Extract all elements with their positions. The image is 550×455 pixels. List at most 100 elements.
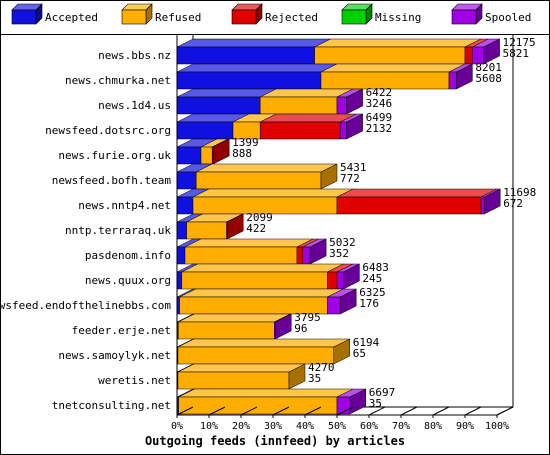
value-label-refused: 422	[246, 222, 266, 235]
legend-swatch	[231, 9, 257, 25]
bar-side	[483, 188, 501, 215]
x-tick-label: 20%	[232, 421, 250, 432]
bar-segment-rejected	[336, 196, 482, 215]
value-label-accepted: 4270	[308, 361, 335, 374]
bar-segment-spooled	[448, 71, 457, 90]
x-tick-label: 80%	[424, 421, 442, 432]
x-tick-depth	[368, 406, 386, 416]
category-label: pasdenom.info	[85, 249, 171, 262]
x-tick-depth	[336, 406, 354, 416]
bar-segment-spooled	[336, 271, 344, 290]
bar-segment-accepted	[176, 171, 197, 190]
x-tick-label: 100%	[485, 421, 509, 432]
x-tick-label: 60%	[360, 421, 378, 432]
x-tick-label: 40%	[296, 421, 314, 432]
category-label: weretis.net	[98, 374, 171, 387]
bar-side	[346, 113, 363, 140]
value-label-accepted: 12175	[503, 36, 536, 49]
bar-segment-accepted	[176, 246, 186, 265]
value-label-refused: 352	[329, 247, 349, 260]
bar-side	[309, 238, 327, 265]
x-tick-label: 90%	[456, 421, 474, 432]
bar-segment-accepted	[176, 146, 202, 165]
value-label-refused: 35	[369, 397, 382, 410]
value-label-refused: 672	[503, 197, 523, 210]
category-label: news.quux.org	[85, 274, 171, 287]
legend-label: Rejected	[265, 11, 318, 24]
legend-swatch	[451, 9, 477, 25]
category-label: tnetconsulting.net	[52, 399, 171, 412]
x-tick-depth	[464, 406, 482, 416]
bar-segment-spooled	[302, 246, 311, 265]
bar-top-refused	[320, 63, 466, 73]
x-tick-depth	[272, 406, 290, 416]
value-label-accepted: 8201	[475, 61, 502, 74]
value-label-refused: 65	[353, 347, 366, 360]
value-label-refused: 35	[308, 372, 321, 385]
value-label-refused: 3246	[366, 97, 393, 110]
x-tick-depth	[304, 406, 322, 416]
value-label-refused: 888	[232, 147, 252, 160]
bar-segment-spooled	[339, 121, 347, 140]
x-tick-depth	[496, 406, 514, 416]
value-label-refused: 176	[359, 297, 379, 310]
bar-top-accepted	[176, 88, 277, 98]
bar-segment-refused	[184, 246, 298, 265]
bar-top-refused	[181, 263, 344, 273]
bar-top-refused	[314, 38, 482, 48]
category-label: news.bbs.nz	[98, 49, 171, 62]
category-label: newsfeed.dotsrc.org	[45, 124, 171, 137]
bar-top-refused	[178, 313, 291, 323]
bar-segment-refused	[177, 371, 290, 390]
bar-top-rejected	[336, 188, 498, 198]
category-label: news.furie.org.uk	[58, 149, 171, 162]
bar-segment-refused	[186, 221, 227, 240]
category-label: news.1d4.us	[98, 99, 171, 112]
bar-side	[343, 263, 360, 290]
category-label: nntp.terraraq.uk	[65, 224, 171, 237]
bar-side	[456, 63, 473, 90]
bar-segment-refused	[178, 396, 338, 415]
x-tick-label: 70%	[392, 421, 410, 432]
value-label-accepted: 11698	[503, 186, 536, 199]
bar-side	[212, 138, 230, 165]
legend-item-accepted: Accepted	[11, 3, 98, 25]
bar-segment-spooled	[327, 296, 341, 315]
bar-top-rejected	[260, 113, 357, 123]
value-label-refused: 2132	[366, 122, 393, 135]
bar-top-refused	[184, 238, 314, 248]
bar-segment-refused	[314, 46, 466, 65]
bar-side	[339, 288, 357, 315]
x-tick-label: 10%	[200, 421, 218, 432]
legend-swatch	[121, 9, 147, 25]
bar-top-accepted	[176, 38, 331, 48]
bar-top-refused	[196, 163, 338, 173]
value-label-refused: 5608	[475, 72, 502, 85]
bar-segment-refused	[178, 321, 275, 340]
value-label-accepted: 5032	[329, 236, 356, 249]
bar-top-refused	[178, 388, 354, 398]
bar-side	[288, 363, 306, 390]
bar-side	[226, 213, 244, 240]
value-label-refused: 245	[362, 272, 382, 285]
bar-segment-rejected	[464, 46, 473, 65]
bar-top-refused	[192, 188, 354, 198]
value-label-accepted: 6697	[369, 386, 396, 399]
value-label-accepted: 3795	[294, 311, 321, 324]
legend-swatch	[11, 9, 37, 25]
bar-top-refused	[179, 288, 344, 298]
value-label-refused: 772	[340, 172, 360, 185]
category-label: feeder.erje.net	[72, 324, 171, 337]
x-tick-label: 30%	[264, 421, 282, 432]
bar-segment-accepted	[176, 196, 194, 215]
bar-side	[333, 338, 351, 365]
legend-swatch	[341, 9, 367, 25]
